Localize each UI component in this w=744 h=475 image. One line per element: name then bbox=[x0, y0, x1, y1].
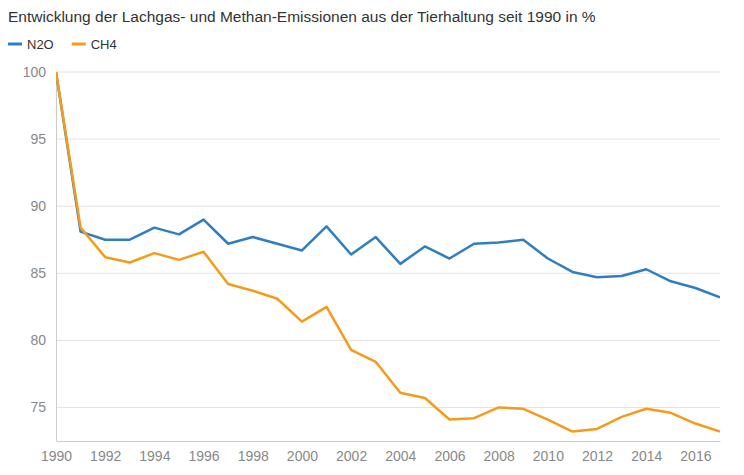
x-tick: 1994 bbox=[139, 441, 170, 464]
y-tick: 90 bbox=[30, 198, 56, 214]
x-tick: 2000 bbox=[287, 441, 318, 464]
x-tick: 2014 bbox=[631, 441, 662, 464]
grid bbox=[56, 72, 720, 407]
x-tick-label: 2012 bbox=[582, 448, 613, 464]
y-tick: 80 bbox=[30, 332, 56, 348]
x-tick-label: 1992 bbox=[90, 448, 121, 464]
x-tick: 2010 bbox=[533, 441, 564, 464]
grid-line bbox=[56, 139, 720, 140]
x-tick: 2012 bbox=[582, 441, 613, 464]
x-axis-line bbox=[57, 441, 721, 442]
grid-line bbox=[56, 206, 720, 207]
legend-item: N2O bbox=[8, 37, 54, 52]
x-tick: 1998 bbox=[238, 441, 269, 464]
series-line bbox=[56, 72, 720, 432]
legend: N2O CH4 bbox=[8, 37, 117, 52]
x-tick: 1992 bbox=[90, 441, 121, 464]
y-axis-line bbox=[56, 73, 57, 442]
legend-label: CH4 bbox=[91, 37, 117, 52]
x-tick: 2002 bbox=[336, 441, 367, 464]
x-axis: 1990 1992 1994 1996 1998 2000 2002 2004 2006 2008… bbox=[41, 441, 721, 464]
x-tick-label: 2008 bbox=[484, 448, 515, 464]
y-tick-label: 75 bbox=[30, 399, 46, 415]
y-tick: 95 bbox=[30, 131, 56, 147]
x-tick-label: 2010 bbox=[533, 448, 564, 464]
chart: Entwicklung der Lachgas- und Methan-Emis… bbox=[0, 0, 744, 475]
x-tick-label: 2004 bbox=[385, 448, 416, 464]
legend-item: CH4 bbox=[72, 37, 117, 52]
y-tick: 85 bbox=[30, 265, 56, 281]
x-tick-label: 1998 bbox=[238, 448, 269, 464]
x-tick-label: 2002 bbox=[336, 448, 367, 464]
y-axis: 75 80 85 90 95 100 bbox=[23, 64, 57, 442]
legend-label: N2O bbox=[27, 37, 54, 52]
legend-swatch bbox=[72, 43, 86, 46]
legend-swatch bbox=[8, 43, 22, 46]
grid-line bbox=[56, 273, 720, 274]
lines bbox=[56, 72, 720, 432]
x-tick: 2008 bbox=[484, 441, 515, 464]
series-line bbox=[56, 72, 720, 297]
grid-line bbox=[56, 340, 720, 341]
x-tick: 1990 bbox=[41, 441, 72, 464]
x-tick-label: 2006 bbox=[434, 448, 465, 464]
grid-line bbox=[56, 407, 720, 408]
grid-line bbox=[56, 72, 720, 73]
x-tick-label: 1990 bbox=[41, 448, 72, 464]
y-tick-label: 100 bbox=[23, 64, 47, 80]
y-tick: 100 bbox=[23, 64, 56, 80]
x-tick: 2004 bbox=[385, 441, 416, 464]
y-tick-label: 90 bbox=[30, 198, 46, 214]
x-tick: 2006 bbox=[434, 441, 465, 464]
x-tick-label: 2016 bbox=[680, 448, 711, 464]
x-tick: 1996 bbox=[188, 441, 219, 464]
x-tick-label: 1996 bbox=[188, 448, 219, 464]
y-tick-label: 85 bbox=[30, 265, 46, 281]
x-tick-label: 1994 bbox=[139, 448, 170, 464]
y-tick: 75 bbox=[30, 399, 56, 415]
x-tick-label: 2014 bbox=[631, 448, 662, 464]
y-tick-label: 80 bbox=[30, 332, 46, 348]
x-tick: 2016 bbox=[680, 441, 711, 464]
title: Entwicklung der Lachgas- und Methan-Emis… bbox=[8, 8, 596, 25]
y-tick-label: 95 bbox=[30, 131, 46, 147]
x-tick-label: 2000 bbox=[287, 448, 318, 464]
